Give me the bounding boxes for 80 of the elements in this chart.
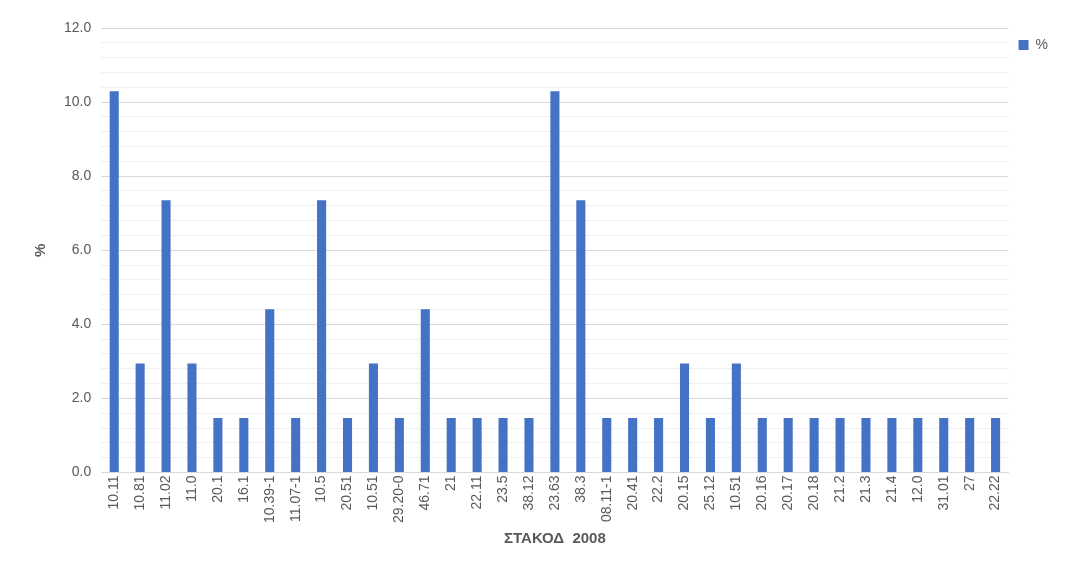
- x-tick-label: 21.4: [882, 475, 899, 503]
- bar: [317, 200, 327, 473]
- x-tick-label: 08.11-1: [597, 475, 614, 522]
- x-tick-label: 10.5: [312, 475, 329, 503]
- bar: [550, 91, 560, 473]
- bar: [913, 418, 923, 473]
- bar: [628, 418, 638, 473]
- x-tick-label: 12.0: [908, 475, 925, 503]
- x-tick-label: 27: [960, 475, 977, 492]
- y-tick-label: 2.0: [71, 389, 92, 406]
- x-tick-label: 22.2: [649, 475, 666, 503]
- y-tick-label: 0.0: [71, 463, 92, 480]
- bar: [420, 309, 430, 473]
- bar: [472, 418, 482, 473]
- y-tick-label: 6.0: [71, 241, 92, 258]
- x-tick-label: 20.1: [208, 475, 225, 503]
- bar: [861, 418, 871, 473]
- x-tick-label: 21.3: [856, 475, 873, 503]
- bar: [524, 418, 534, 473]
- bar: [161, 200, 171, 473]
- bar: [654, 418, 664, 473]
- bar: [576, 200, 586, 473]
- y-axis-title: %: [31, 243, 49, 257]
- bar: [783, 418, 793, 473]
- x-tick-label: 11.07-1: [286, 475, 303, 522]
- bar: [239, 418, 249, 473]
- x-tick-label: 20.51: [338, 475, 355, 511]
- x-tick-label: 10.11: [105, 475, 122, 510]
- x-tick-label: 10.81: [130, 475, 147, 511]
- bar: [835, 418, 845, 473]
- bar: [679, 363, 690, 473]
- x-tick-label: 46.71: [416, 475, 433, 511]
- x-tick-label: 38.3: [571, 475, 588, 503]
- bar: [498, 418, 508, 473]
- bar: [342, 418, 353, 473]
- x-tick-label: 10.39-1: [260, 475, 277, 523]
- y-tick-label: 4.0: [71, 315, 92, 332]
- bar: [135, 363, 145, 473]
- x-tick-label: 20.15: [675, 475, 692, 511]
- bar: [887, 418, 897, 473]
- bar: [731, 363, 741, 473]
- x-tick-label: 16.1: [234, 475, 251, 503]
- x-tick-label: 21.2: [830, 475, 847, 503]
- bar: [187, 363, 197, 473]
- x-tick-label: 29.20-0: [390, 475, 407, 523]
- y-tick-label: 10.0: [64, 92, 92, 109]
- bar: [809, 418, 819, 473]
- x-tick-label: 11.0: [182, 475, 199, 502]
- bar: [368, 363, 378, 473]
- x-tick-label: 38.12: [519, 475, 536, 511]
- x-tick-label: 11.02: [156, 475, 173, 510]
- x-tick-label: 23.5: [493, 475, 510, 503]
- bar: [602, 418, 612, 473]
- x-tick-label: 23.63: [545, 475, 562, 511]
- x-tick-label: 31.01: [934, 475, 951, 511]
- bar: [291, 418, 301, 473]
- bar: [213, 418, 223, 473]
- y-tick-label: 12.0: [64, 18, 92, 35]
- x-tick-label: 20.16: [753, 475, 770, 511]
- bar: [991, 418, 1001, 473]
- x-tick-label: 10.51: [727, 475, 744, 511]
- bar: [394, 418, 404, 473]
- bar: [265, 309, 275, 473]
- y-tick-label: 8.0: [71, 167, 92, 184]
- x-tick-label: 22.22: [986, 475, 1003, 511]
- x-tick-label: 20.17: [779, 475, 796, 511]
- bar: [705, 418, 715, 473]
- x-tick-label: 10.51: [364, 475, 381, 511]
- bar: [965, 418, 975, 473]
- x-tick-label: 20.18: [804, 475, 821, 511]
- bar: [757, 418, 767, 473]
- legend-label: %: [1035, 35, 1048, 52]
- bar: [109, 91, 119, 473]
- x-tick-label: 20.41: [623, 475, 640, 511]
- x-axis-title: ΣΤΑΚΟΔ 2008: [504, 529, 606, 547]
- bar: [939, 418, 949, 473]
- x-tick-label: 21: [442, 475, 459, 492]
- bar: [446, 418, 456, 473]
- x-tick-label: 22.11: [467, 475, 484, 510]
- x-tick-label: 25.12: [701, 475, 718, 511]
